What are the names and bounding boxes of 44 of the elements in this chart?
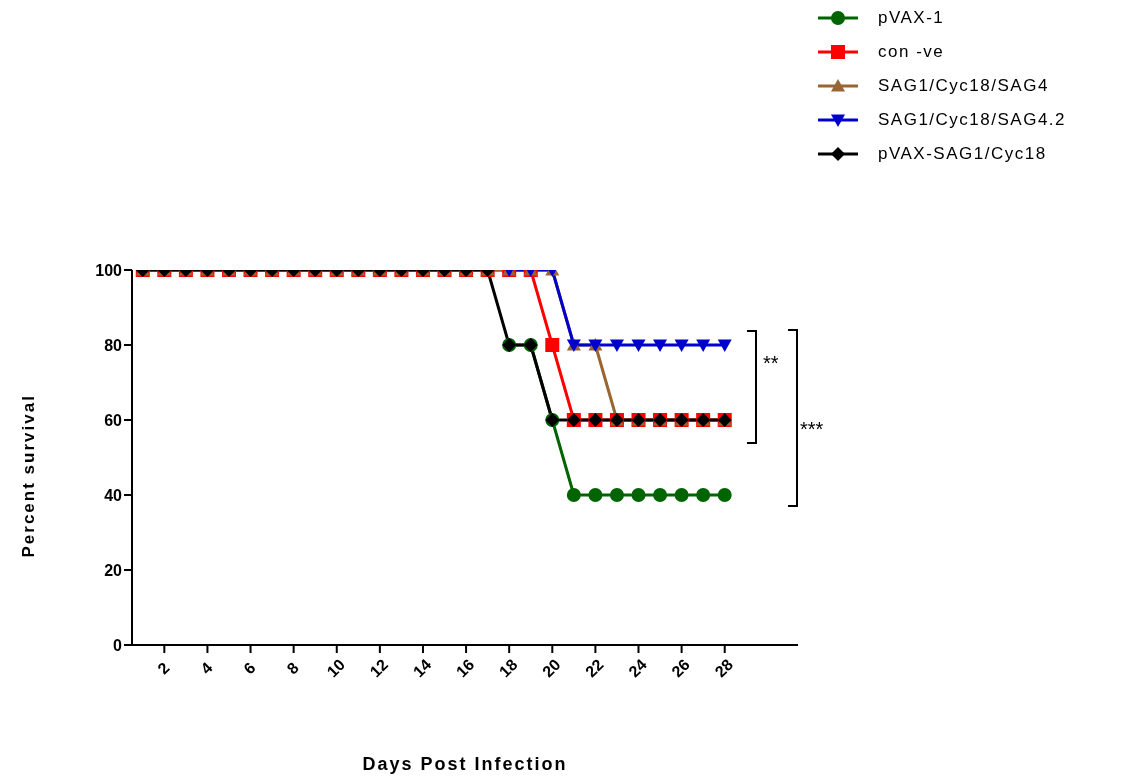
x-tick-label: 10: [323, 655, 349, 681]
point: [696, 488, 711, 502]
legend-label: con -ve: [878, 42, 945, 62]
x-tick-label: 20: [539, 655, 564, 681]
point: [609, 339, 624, 352]
y-axis-title: Percent survival: [19, 394, 39, 558]
y-tick-label: 20: [104, 561, 123, 579]
x-tick-label: 16: [452, 655, 478, 681]
point: [631, 339, 646, 352]
point: [653, 488, 668, 502]
point: [545, 338, 560, 352]
x-tick-label: 26: [668, 655, 694, 681]
point: [717, 488, 732, 502]
y-tick-label: 40: [104, 486, 123, 504]
point: [696, 339, 711, 352]
annotation: **: [763, 352, 779, 375]
point: [653, 339, 668, 352]
x-tick-label: 2: [154, 658, 173, 678]
x-tick-label: 6: [240, 658, 259, 678]
point: [674, 488, 689, 502]
point: [631, 488, 646, 502]
point: [588, 488, 603, 502]
legend-label: pVAX-1: [878, 8, 945, 28]
point: [566, 488, 581, 502]
y-tick-label: 100: [95, 261, 123, 279]
text: ***: [800, 418, 824, 441]
x-tick-label: 12: [366, 655, 392, 681]
legend-label: SAG1/Cyc18/SAG4: [878, 76, 1049, 96]
point: [674, 339, 689, 352]
x-tick-label: 14: [409, 655, 435, 681]
x-tick-label: 22: [582, 655, 607, 681]
x-tick-label: 24: [625, 655, 650, 681]
y-tick-label: 60: [104, 411, 123, 429]
legend-label: pVAX-SAG1/Cyc18: [878, 144, 1047, 164]
x-tick-label: 4: [197, 658, 216, 678]
point: [717, 339, 732, 352]
x-tick-label: 8: [283, 658, 302, 678]
x-tick-label: 18: [495, 655, 521, 681]
x-axis-title: Days Post Infection: [362, 754, 568, 774]
y-tick-label: 0: [113, 636, 123, 654]
y-tick-label: 80: [104, 336, 123, 354]
point: [609, 488, 624, 502]
x-tick-label: 28: [711, 655, 737, 681]
legend-label: SAG1/Cyc18/SAG4.2: [878, 110, 1067, 130]
